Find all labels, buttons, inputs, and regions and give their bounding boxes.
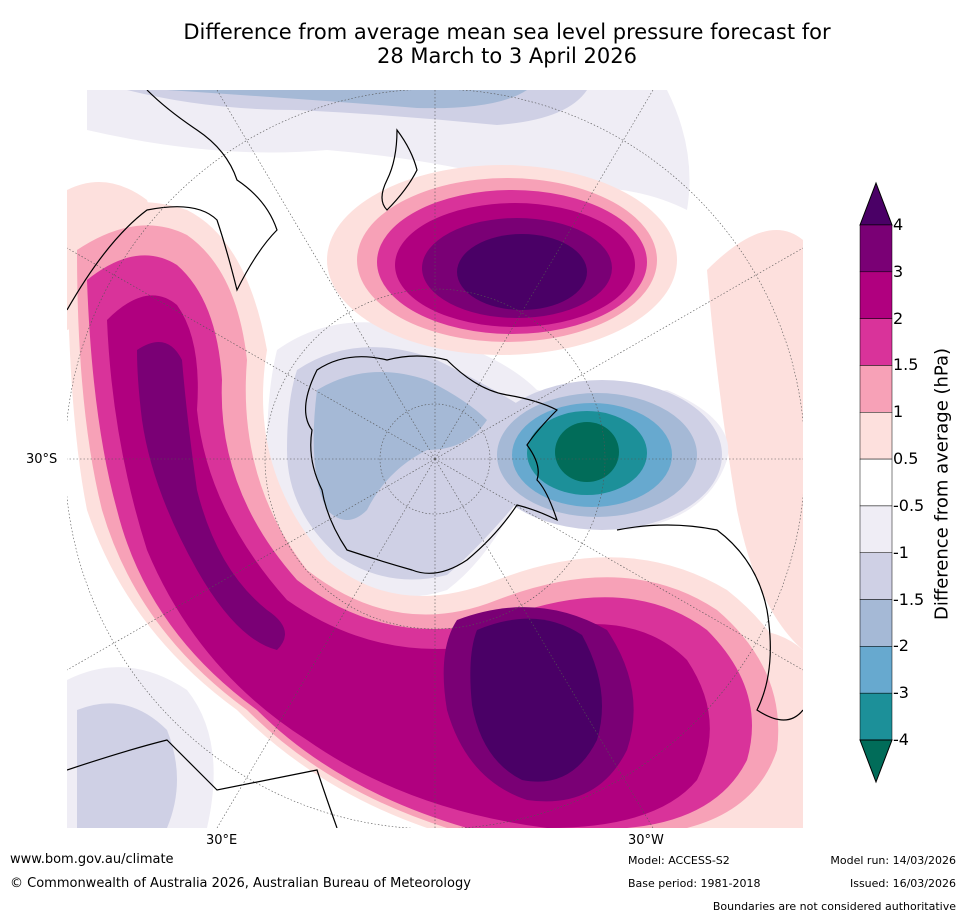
colorbar-box: [859, 505, 893, 553]
colorbar-tick-label: -1: [893, 542, 909, 562]
colorbar-tick-label: -2: [893, 636, 909, 656]
polar-map: [67, 90, 803, 828]
colorbar-tick-label: 4: [893, 215, 904, 234]
colorbar-arrow-top: [859, 181, 893, 226]
graticule: [67, 90, 803, 828]
south-america-coastline: [616, 524, 803, 721]
colorbar-tick-label: -4: [893, 730, 909, 749]
colorbar-tick-label: 3: [893, 261, 904, 281]
colorbar-box: [859, 318, 893, 366]
colorbar-arrow-bottom: [859, 739, 893, 784]
colorbar: [859, 181, 893, 784]
colorbar-box: [859, 692, 893, 741]
antarctica-coastline: [304, 355, 559, 574]
amundsen-sea-low: [482, 380, 722, 530]
colorbar-box: [859, 646, 893, 694]
longitude-label-west: 30°W: [628, 833, 664, 848]
latitude-label: 30°S: [26, 452, 58, 467]
footer-issued: Issued: 16/03/2026: [849, 877, 956, 890]
colorbar-box: [859, 458, 893, 507]
colorbar-tick-label: -0.5: [893, 495, 925, 515]
high-south-of-new-zealand: [327, 165, 677, 355]
colorbar-boxes: [859, 224, 893, 741]
colorbar-box: [859, 271, 893, 319]
colorbar-tick-label: 1.5: [893, 355, 919, 375]
colorbar-tick-label: 1: [893, 402, 904, 422]
colorbar-box: [859, 224, 893, 273]
new-zealand-coastline: [381, 128, 418, 211]
colorbar-box: [859, 552, 893, 600]
colorbar-tick-label: -3: [893, 683, 909, 703]
title-line-2: 28 March to 3 April 2026: [377, 44, 637, 68]
footer-model: Model: ACCESS-S2: [628, 854, 730, 867]
positive-band: [67, 202, 803, 828]
colorbar-box: [859, 412, 893, 460]
footer-base-period: Base period: 1981-2018: [628, 877, 761, 890]
colorbar-title: Difference from average (hPa): [931, 347, 953, 621]
footer-model-run: Model run: 14/03/2026: [830, 854, 956, 867]
footer-disclaimer: Boundaries are not considered authoritat…: [712, 900, 956, 913]
colorbar-tick-label: -1.5: [893, 589, 925, 609]
colorbar-tick-label: 2: [893, 308, 904, 328]
title-line-1: Difference from average mean sea level p…: [183, 20, 831, 44]
longitude-label-east: 30°E: [206, 833, 238, 848]
colorbar-tick-label: 0.5: [893, 449, 919, 469]
africa-coastline: [67, 739, 338, 828]
australia-coastline: [67, 90, 278, 311]
colorbar-box: [859, 365, 893, 413]
coastlines: [67, 90, 803, 828]
map-title: Difference from average mean sea level p…: [0, 20, 965, 68]
colorbar-box: [859, 599, 893, 647]
footer-copyright: © Commonwealth of Australia 2026, Austra…: [10, 876, 471, 891]
footer-url[interactable]: www.bom.gov.au/climate: [10, 852, 174, 867]
anomaly-map-svg: [67, 90, 803, 828]
